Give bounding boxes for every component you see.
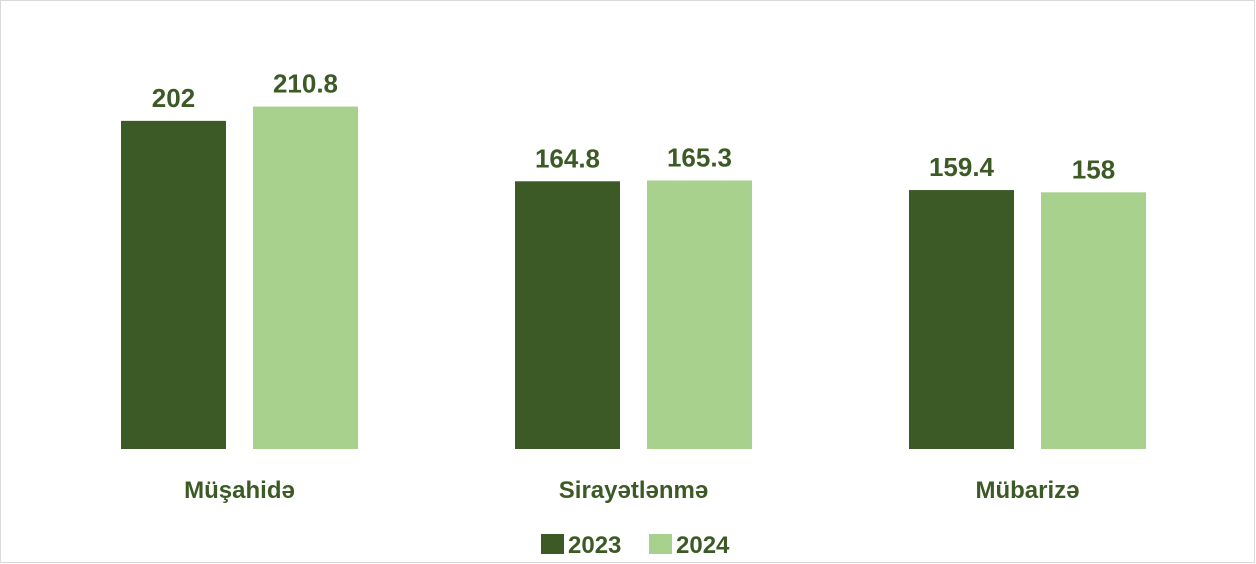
bar-musahid-2023 bbox=[121, 120, 226, 449]
value-label-musahid-2024: 210.8 bbox=[273, 69, 338, 99]
value-label-mubariz-2023: 159.4 bbox=[929, 152, 995, 182]
bar-siray-tl-nm-2023 bbox=[515, 181, 620, 449]
value-label-musahid-2023: 202 bbox=[152, 83, 195, 113]
bar-musahid-2024 bbox=[253, 106, 358, 450]
legend-label-2024: 2024 bbox=[676, 532, 730, 559]
category-label-mubariz: Mübarizə bbox=[975, 477, 1079, 504]
legend-swatch-2023 bbox=[541, 534, 564, 554]
bar-mubariz-2023 bbox=[909, 190, 1014, 450]
bar-siray-tl-nm-2024 bbox=[647, 180, 752, 449]
category-labels-layer: Müşahidə Sirayətlənmə Mübarizə bbox=[184, 477, 1079, 504]
value-label-siray-tl-nm-2024: 165.3 bbox=[667, 142, 732, 172]
legend-item-2024: 2024 bbox=[649, 532, 730, 559]
bars-layer bbox=[121, 106, 1146, 450]
value-label-siray-tl-nm-2023: 164.8 bbox=[535, 143, 600, 173]
legend-item-2023: 2023 bbox=[541, 532, 621, 559]
legend-label-2023: 2023 bbox=[568, 532, 621, 559]
category-label-musahid: Müşahidə bbox=[184, 477, 295, 504]
value-label-mubariz-2024: 158 bbox=[1072, 154, 1115, 184]
category-label-siray-tl-nm: Sirayətlənmə bbox=[559, 477, 708, 504]
bar-mubariz-2024 bbox=[1041, 192, 1146, 450]
legend: 2023 2024 bbox=[541, 532, 730, 559]
value-labels-layer: 202 210.8 164.8 165.3 159.4 158 bbox=[152, 69, 1115, 185]
legend-swatch-2024 bbox=[649, 534, 672, 554]
